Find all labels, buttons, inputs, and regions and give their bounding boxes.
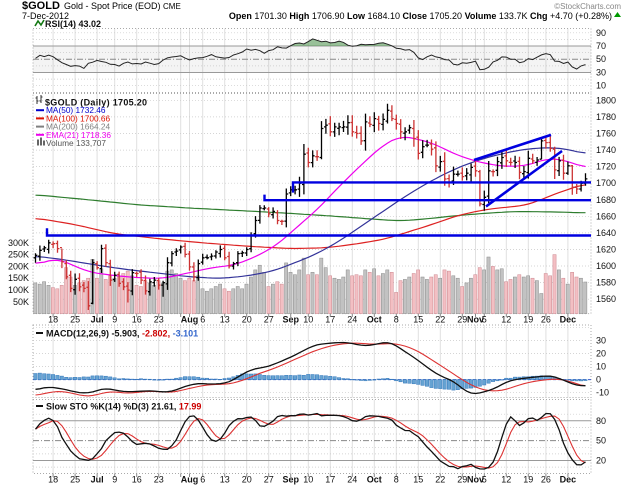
svg-text:RSI(14) 43.02: RSI(14) 43.02 xyxy=(45,19,101,29)
svg-text:29: 29 xyxy=(457,315,467,325)
svg-text:Sep: Sep xyxy=(282,475,299,485)
svg-text:26: 26 xyxy=(541,475,551,485)
svg-text:29: 29 xyxy=(457,475,467,485)
svg-text:$GOLD: $GOLD xyxy=(22,0,60,12)
svg-text:90: 90 xyxy=(596,28,606,38)
svg-text:5: 5 xyxy=(482,475,487,485)
svg-text:15: 15 xyxy=(413,315,423,325)
svg-text:100K: 100K xyxy=(8,285,29,295)
svg-text:1760: 1760 xyxy=(596,129,616,139)
svg-text:19: 19 xyxy=(523,475,533,485)
svg-text:1740: 1740 xyxy=(596,145,616,155)
svg-text:24: 24 xyxy=(347,475,357,485)
svg-text:10: 10 xyxy=(596,362,606,372)
svg-text:Jul: Jul xyxy=(91,475,104,485)
svg-text:1600: 1600 xyxy=(596,261,616,271)
svg-text:1680: 1680 xyxy=(596,195,616,205)
svg-text:1620: 1620 xyxy=(596,245,616,255)
svg-text:6: 6 xyxy=(200,475,205,485)
svg-text:MACD(12,26,9) -5.903, -2.802,: MACD(12,26,9) -5.903, -2.802, -3.101 xyxy=(46,329,198,339)
svg-text:Aug: Aug xyxy=(181,315,199,325)
svg-text:25: 25 xyxy=(70,315,80,325)
svg-text:50: 50 xyxy=(596,54,606,64)
svg-text:Jul: Jul xyxy=(91,315,104,325)
svg-text:12: 12 xyxy=(501,475,511,485)
svg-text:30: 30 xyxy=(596,68,606,78)
svg-text:Oct: Oct xyxy=(367,475,382,485)
svg-text:Open 1701.30 High 1706.90 Low: Open 1701.30 High 1706.90 Low 1684.10 Cl… xyxy=(229,11,612,21)
svg-text:8: 8 xyxy=(394,475,399,485)
svg-text:80: 80 xyxy=(596,416,606,426)
svg-text:$GOLD (Daily) 1705.20: $GOLD (Daily) 1705.20 xyxy=(45,98,147,108)
svg-text:13: 13 xyxy=(220,475,230,485)
svg-text:8: 8 xyxy=(394,315,399,325)
svg-text:200K: 200K xyxy=(8,261,29,271)
svg-text:0: 0 xyxy=(596,375,601,385)
svg-text:50: 50 xyxy=(596,436,606,446)
svg-text:Sep: Sep xyxy=(282,315,299,325)
svg-text:Nov: Nov xyxy=(467,315,484,325)
svg-text:-10: -10 xyxy=(596,388,609,398)
svg-text:20: 20 xyxy=(242,315,252,325)
svg-text:1660: 1660 xyxy=(596,211,616,221)
svg-text:150K: 150K xyxy=(8,273,29,283)
svg-text:1720: 1720 xyxy=(596,162,616,172)
svg-text:9: 9 xyxy=(112,475,117,485)
svg-text:17: 17 xyxy=(325,315,335,325)
svg-text:Gold - Spot Price (EOD) CME: Gold - Spot Price (EOD) CME xyxy=(64,1,181,11)
svg-text:19: 19 xyxy=(523,315,533,325)
svg-text:10: 10 xyxy=(303,475,313,485)
svg-text:1700: 1700 xyxy=(596,178,616,188)
svg-text:50K: 50K xyxy=(13,297,29,307)
svg-text:1780: 1780 xyxy=(596,112,616,122)
svg-text:10: 10 xyxy=(303,315,313,325)
svg-text:Oct: Oct xyxy=(367,315,382,325)
svg-text:22: 22 xyxy=(435,475,445,485)
svg-text:10: 10 xyxy=(596,81,606,91)
svg-text:Volume 133,707: Volume 133,707 xyxy=(46,138,106,148)
svg-text:Dec: Dec xyxy=(560,475,577,485)
svg-text:16: 16 xyxy=(132,315,142,325)
svg-text:1640: 1640 xyxy=(596,228,616,238)
svg-text:22: 22 xyxy=(435,315,445,325)
svg-text:300K: 300K xyxy=(8,238,29,248)
svg-text:23: 23 xyxy=(154,315,164,325)
svg-text:20: 20 xyxy=(596,456,606,466)
svg-text:24: 24 xyxy=(347,315,357,325)
svg-text:12: 12 xyxy=(501,315,511,325)
svg-text:250K: 250K xyxy=(8,250,29,260)
svg-text:23: 23 xyxy=(154,475,164,485)
svg-text:16: 16 xyxy=(132,475,142,485)
svg-text:MA(50) 1732.46: MA(50) 1732.46 xyxy=(46,105,106,115)
svg-text:©StockCharts.com: ©StockCharts.com xyxy=(554,2,621,11)
svg-text:9: 9 xyxy=(112,315,117,325)
svg-text:30: 30 xyxy=(596,335,606,345)
svg-text:70: 70 xyxy=(596,41,606,51)
svg-text:25: 25 xyxy=(70,475,80,485)
svg-text:13: 13 xyxy=(220,315,230,325)
svg-text:1580: 1580 xyxy=(596,278,616,288)
svg-text:7-Dec-2012: 7-Dec-2012 xyxy=(22,11,69,21)
svg-text:MA(100) 1700.66: MA(100) 1700.66 xyxy=(46,113,110,123)
svg-text:Dec: Dec xyxy=(560,315,577,325)
svg-text:Nov: Nov xyxy=(467,475,484,485)
svg-text:6: 6 xyxy=(200,315,205,325)
svg-text:MA(200) 1664.24: MA(200) 1664.24 xyxy=(46,122,110,132)
svg-text:17: 17 xyxy=(325,475,335,485)
svg-text:5: 5 xyxy=(482,315,487,325)
svg-text:20: 20 xyxy=(242,475,252,485)
svg-text:26: 26 xyxy=(541,315,551,325)
svg-text:15: 15 xyxy=(413,475,423,485)
svg-text:18: 18 xyxy=(48,315,58,325)
svg-text:27: 27 xyxy=(264,315,274,325)
svg-text:Slow STO %K(14) %D(3) 21.61, 1: Slow STO %K(14) %D(3) 21.61, 17.99 xyxy=(46,402,201,412)
svg-text:EMA(21) 1718.36: EMA(21) 1718.36 xyxy=(46,130,111,140)
svg-text:1800: 1800 xyxy=(596,95,616,105)
svg-text:18: 18 xyxy=(48,475,58,485)
svg-text:1560: 1560 xyxy=(596,294,616,304)
svg-text:27: 27 xyxy=(264,475,274,485)
svg-text:20: 20 xyxy=(596,349,606,359)
svg-text:Aug: Aug xyxy=(181,475,199,485)
